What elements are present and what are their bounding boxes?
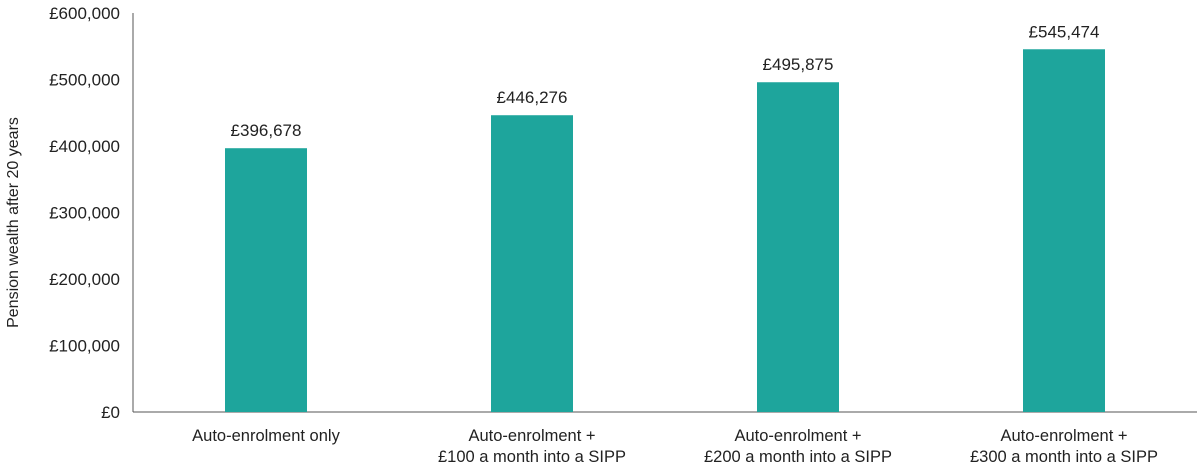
y-tick-label: £600,000	[49, 4, 120, 23]
bars-group	[225, 49, 1105, 412]
y-tick-label: £0	[101, 403, 120, 422]
y-tick-label: £500,000	[49, 71, 120, 90]
bar	[491, 115, 573, 412]
x-category-label: Auto-enrolment +	[1000, 427, 1127, 445]
y-tick-label: £200,000	[49, 270, 120, 289]
bar-value-label: £446,276	[497, 88, 568, 107]
bar-value-label: £495,875	[763, 55, 834, 74]
y-tick-label: £400,000	[49, 137, 120, 156]
x-category-label: £100 a month into a SIPP	[438, 448, 626, 466]
bar-value-label: £396,678	[231, 121, 302, 140]
bar	[757, 82, 839, 412]
y-axis-title: Pension wealth after 20 years	[5, 117, 22, 328]
bar	[225, 148, 307, 412]
data-labels-group: £396,678 £446,276 £495,875 £545,474	[231, 22, 1100, 140]
x-category-label: £200 a month into a SIPP	[704, 448, 892, 466]
bar	[1023, 49, 1105, 412]
y-tick-label: £100,000	[49, 337, 120, 356]
x-category-label: Auto-enrolment +	[468, 427, 595, 445]
x-category-label: Auto-enrolment only	[192, 427, 340, 445]
y-axis-ticks: £0 £100,000 £200,000 £300,000 £400,000 £500,0…	[49, 4, 120, 422]
category-labels-group: Auto-enrolment only Auto-enrolment + £100 …	[192, 427, 1158, 466]
y-tick-label: £300,000	[49, 204, 120, 223]
bar-value-label: £545,474	[1029, 22, 1100, 41]
x-category-label: £300 a month into a SIPP	[970, 448, 1158, 466]
x-category-label: Auto-enrolment +	[734, 427, 861, 445]
